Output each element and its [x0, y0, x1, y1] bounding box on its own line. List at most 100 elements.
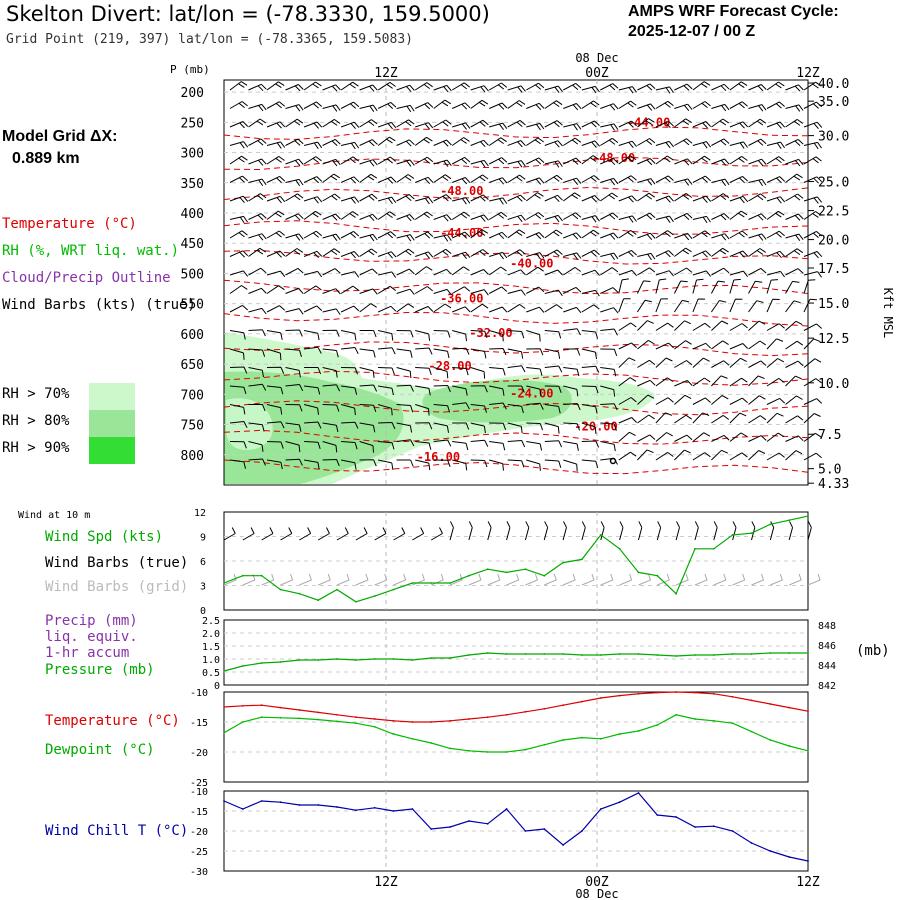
wind-barb — [618, 278, 629, 294]
wind-chill-line-point — [675, 816, 677, 818]
wind-barb — [526, 102, 545, 111]
pressure-tick-label: 600 — [181, 328, 204, 343]
wind-barb — [359, 119, 378, 128]
wind-barb — [396, 119, 415, 128]
wind-barb — [507, 269, 526, 276]
wind-barb — [285, 308, 304, 315]
pressure-tick-label: 450 — [181, 237, 204, 252]
wind-barb — [581, 365, 600, 373]
wind-barb — [507, 348, 524, 359]
wind-barb — [803, 121, 823, 130]
wind-barb-true — [299, 527, 312, 541]
wind-barb-true — [788, 521, 794, 541]
wind-barb — [470, 330, 488, 339]
pressure-line-point — [675, 655, 677, 657]
wind-barb — [507, 214, 526, 223]
legend-precip-accum: 1-hr accum — [45, 645, 130, 661]
pressure-line-point — [317, 659, 320, 661]
pressure-line-point — [788, 652, 791, 654]
wind-barb — [340, 251, 360, 259]
wind-barb — [581, 195, 600, 203]
wind-barb — [470, 214, 489, 222]
wind-barb — [229, 366, 248, 374]
pressure-line-point — [769, 652, 772, 654]
wind-barb — [470, 459, 488, 468]
wind-barb — [581, 440, 600, 448]
wind-barb — [266, 459, 283, 470]
wind-barb — [563, 403, 581, 411]
wind-barb — [248, 307, 267, 315]
calm-wind-marker — [609, 457, 617, 465]
wind-barb — [618, 249, 637, 257]
wind-barb-grid — [713, 573, 727, 586]
wind-barb — [785, 104, 804, 112]
pressure-line-point — [392, 658, 395, 660]
wind-barb — [655, 250, 674, 258]
wind-barb — [266, 270, 286, 277]
temperature-line-point — [486, 716, 489, 719]
wind-barb — [544, 440, 563, 448]
wind-barb — [451, 137, 470, 146]
wind-barb — [618, 86, 637, 94]
wind-barb — [433, 303, 452, 313]
wind-barb — [674, 320, 692, 331]
wind-barb — [674, 449, 691, 461]
wind-barb — [304, 385, 321, 395]
wind-barb — [636, 280, 651, 294]
wind-chill-line-point — [317, 804, 320, 806]
wind-barb — [526, 266, 544, 276]
wind-barb — [452, 306, 471, 313]
wind-barb — [803, 279, 816, 294]
wind-chill-line-point — [260, 800, 263, 802]
pressure-tick-label: 400 — [181, 207, 204, 222]
wind-barb — [415, 347, 433, 355]
wind-barb — [711, 103, 730, 112]
wind-barb — [766, 432, 785, 442]
wind-barb — [692, 250, 712, 258]
wind-barb — [729, 81, 748, 91]
temperature-contour — [223, 126, 809, 140]
wind-barb — [618, 195, 637, 203]
wind-tick-label: 0 — [200, 606, 206, 617]
dewpoint-line-point — [788, 745, 791, 747]
wind-barb — [692, 175, 711, 183]
wind-speed-line-point — [788, 519, 791, 522]
wind-chill-line-point — [336, 806, 338, 808]
wind-barb — [303, 270, 323, 278]
wind-barb — [563, 177, 582, 186]
dewpoint-line-point — [336, 720, 338, 723]
wind-chill-line-point — [656, 814, 659, 816]
wind-barb — [563, 192, 581, 202]
wind-barb — [507, 422, 523, 434]
chill-tick-label: -30 — [190, 867, 208, 878]
wind-barb — [489, 122, 508, 131]
wind-barb — [266, 404, 283, 415]
wind-barb — [285, 348, 302, 358]
model-grid-label: Model Grid ΔX: — [2, 128, 118, 145]
legend-wind-speed: Wind Spd (kts) — [45, 529, 164, 545]
wind-barb — [563, 103, 582, 111]
wind-barb — [414, 266, 433, 276]
dewpoint-line-point — [279, 716, 282, 719]
wind-barb — [600, 348, 618, 356]
dewpoint-line-point — [411, 737, 414, 740]
temperature-line-point — [599, 697, 602, 699]
chill-tick-label: -25 — [190, 847, 208, 858]
wind-barb-true — [468, 521, 473, 541]
wind-barb — [785, 193, 804, 202]
wind-barb — [396, 367, 412, 379]
wind-barb-true — [374, 527, 387, 541]
wind-barb — [488, 82, 508, 91]
wind-barb — [415, 176, 434, 185]
wind-barb — [285, 193, 304, 202]
wind-barb — [377, 231, 397, 239]
wind-barb-grid — [770, 573, 783, 586]
wind-barb — [452, 385, 468, 396]
bottom-date-label: 08 Dec — [575, 887, 618, 900]
wind-barb — [674, 380, 693, 387]
wind-barb — [489, 385, 505, 396]
wind-barb — [470, 174, 489, 183]
wind-barb — [803, 271, 823, 278]
wind-barb — [711, 395, 729, 405]
wind-barb — [729, 155, 748, 165]
